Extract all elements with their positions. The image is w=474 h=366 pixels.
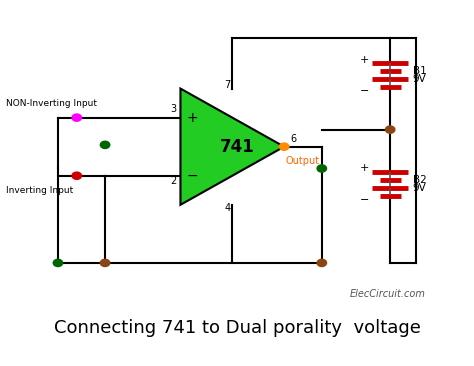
Circle shape bbox=[100, 141, 110, 149]
Text: Output: Output bbox=[286, 156, 320, 166]
Text: B1: B1 bbox=[413, 66, 427, 76]
Text: 9V: 9V bbox=[413, 183, 427, 193]
Text: ElecCircuit.com: ElecCircuit.com bbox=[350, 289, 426, 299]
Text: Inverting Input: Inverting Input bbox=[6, 186, 73, 195]
Text: NON-Inverting Input: NON-Inverting Input bbox=[6, 98, 97, 108]
Circle shape bbox=[72, 114, 82, 121]
Text: +: + bbox=[360, 55, 369, 64]
Text: 2: 2 bbox=[170, 176, 176, 186]
Circle shape bbox=[72, 172, 82, 179]
Text: −: − bbox=[186, 169, 198, 183]
Circle shape bbox=[317, 259, 327, 266]
Circle shape bbox=[53, 259, 63, 266]
Text: 6: 6 bbox=[291, 134, 297, 145]
Text: 741: 741 bbox=[219, 138, 255, 156]
Text: −: − bbox=[360, 86, 369, 96]
Circle shape bbox=[317, 165, 327, 172]
Text: 3: 3 bbox=[170, 104, 176, 113]
Text: B2: B2 bbox=[413, 175, 427, 185]
Polygon shape bbox=[181, 89, 284, 205]
Text: +: + bbox=[186, 111, 198, 124]
Text: Connecting 741 to Dual porality  voltage: Connecting 741 to Dual porality voltage bbox=[54, 319, 420, 337]
Text: −: − bbox=[360, 195, 369, 205]
Circle shape bbox=[100, 259, 110, 266]
Text: 4: 4 bbox=[225, 203, 231, 213]
Circle shape bbox=[385, 126, 395, 133]
Text: 7: 7 bbox=[225, 80, 231, 90]
Circle shape bbox=[279, 143, 289, 150]
Text: +: + bbox=[360, 164, 369, 173]
Text: 9V: 9V bbox=[413, 74, 427, 84]
